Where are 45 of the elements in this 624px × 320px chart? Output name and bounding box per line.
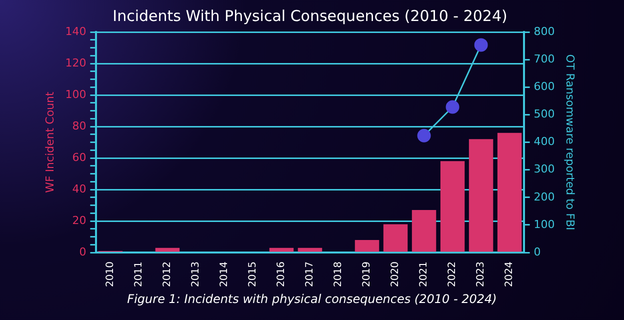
x-tick-label: 2019 <box>362 262 373 288</box>
y-axis-title: WF Incident Count <box>43 90 56 193</box>
y2-tick-label: 600 <box>534 80 555 93</box>
bar <box>468 139 494 252</box>
y-tick-label: 20 <box>72 214 86 227</box>
bar <box>497 132 522 252</box>
x-tick-label: 2013 <box>190 262 202 288</box>
x-tick-label: 2011 <box>134 262 145 288</box>
x-tick-label: 2020 <box>390 262 402 288</box>
y-tick-label: 0 <box>79 245 86 258</box>
y-tick-label: 60 <box>72 150 86 164</box>
y-tick-label: 40 <box>72 182 86 196</box>
chart-title: Incidents With Physical Consequences (2010 - 2024) <box>112 6 508 25</box>
x-tick-label: 2012 <box>162 262 174 288</box>
bar <box>269 248 294 252</box>
y2-tick-label: 500 <box>534 108 555 121</box>
y2-tick-label: 200 <box>534 190 555 204</box>
bar <box>298 248 322 252</box>
x-tick-label: 2024 <box>504 262 516 288</box>
y2-tick-label: 400 <box>534 135 555 148</box>
y2-tick-label: 700 <box>534 52 555 66</box>
x-tick-label: 2010 <box>105 262 116 288</box>
x-tick-label: 2017 <box>304 262 316 288</box>
y-tick-label: 140 <box>65 24 86 38</box>
y2-tick-label: 800 <box>534 24 555 38</box>
bar <box>155 248 180 252</box>
y2-axis-title: OT Ransomware reported to FBI <box>564 54 577 230</box>
y2-tick-label: 300 <box>534 162 555 176</box>
x-tick-label: 2014 <box>219 262 230 288</box>
x-tick-label: 2023 <box>476 262 487 288</box>
caption: Figure 1: Incidents with physical consequences (2010 - 2024) <box>126 292 498 306</box>
y-tick-label: 100 <box>65 88 86 101</box>
bar <box>383 224 408 252</box>
x-tick-label: 2021 <box>418 262 430 288</box>
x-tick-label: 2022 <box>447 262 458 288</box>
y2-tick-label: 0 <box>534 245 541 258</box>
bar <box>412 210 436 252</box>
x-tick-label: 2016 <box>276 262 288 288</box>
x-tick-label: 2018 <box>333 262 344 288</box>
bar <box>354 240 380 252</box>
x-tick-label: 2015 <box>248 262 259 288</box>
y-tick-label: 120 <box>65 56 86 70</box>
y2-tick-label: 100 <box>534 218 555 231</box>
bar <box>440 161 465 252</box>
y-tick-label: 80 <box>72 119 86 132</box>
